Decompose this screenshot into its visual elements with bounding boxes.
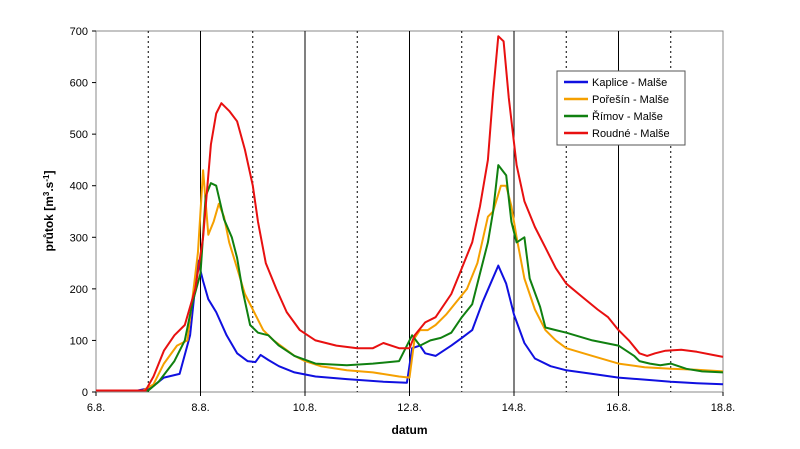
- legend-label: Pořešín - Malše: [592, 94, 669, 106]
- y-tick-label: 700: [70, 26, 88, 38]
- x-axis-title: datum: [392, 423, 428, 437]
- x-tick-label: 18.8.: [711, 402, 735, 414]
- x-tick-label: 6.8.: [87, 402, 105, 414]
- y-tick-label: 0: [82, 387, 88, 399]
- x-tick-label: 16.8.: [606, 402, 630, 414]
- x-tick-label: 10.8.: [293, 402, 317, 414]
- series-lines: [96, 35, 724, 392]
- legend: Kaplice - Malše Pořešín - Malše Římov - Ma…: [556, 70, 686, 146]
- series-line: [96, 35, 724, 392]
- y-tick-label: 600: [70, 78, 88, 90]
- y-axis-title: průtok [m3.s-1]: [42, 171, 56, 252]
- series-line: [96, 259, 724, 392]
- y-tick-label: 100: [70, 335, 88, 347]
- legend-box: [556, 70, 686, 146]
- x-tick-label: 12.8.: [397, 402, 421, 414]
- legend-label: Roudné - Malše: [592, 128, 670, 140]
- series-line: [96, 164, 724, 392]
- y-tick-label: 200: [70, 284, 88, 296]
- y-axis-ticks: 0 100 200 300 400 500 600 700: [70, 26, 96, 399]
- series-line: [96, 169, 724, 392]
- y-tick-label: 500: [70, 129, 88, 141]
- legend-label: Kaplice - Malše: [592, 77, 667, 89]
- y-tick-label: 300: [70, 232, 88, 244]
- y-tick-label: 400: [70, 181, 88, 193]
- x-axis-ticks: 6.8. 8.8. 10.8. 12.8. 14.8. 16.8. 18.8.: [87, 392, 735, 414]
- x-tick-label: 14.8.: [502, 402, 526, 414]
- x-tick-label: 8.8.: [191, 402, 209, 414]
- legend-label: Římov - Malše: [592, 110, 663, 123]
